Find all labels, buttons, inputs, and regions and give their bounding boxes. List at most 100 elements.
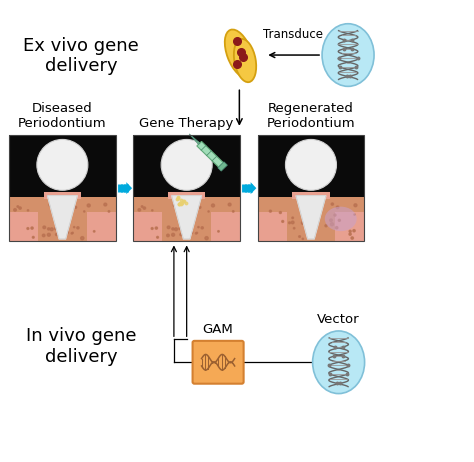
Polygon shape: [197, 141, 223, 167]
Circle shape: [353, 230, 355, 232]
Circle shape: [83, 211, 85, 212]
Circle shape: [167, 226, 170, 229]
Circle shape: [198, 226, 199, 228]
Circle shape: [93, 231, 95, 232]
Circle shape: [173, 204, 176, 207]
Circle shape: [138, 208, 141, 211]
Text: In vivo gene
delivery: In vivo gene delivery: [26, 327, 137, 365]
Circle shape: [43, 226, 46, 229]
Circle shape: [180, 233, 182, 236]
Circle shape: [77, 227, 79, 229]
Circle shape: [167, 234, 169, 237]
Circle shape: [282, 220, 283, 222]
Text: Regenerated
Periodontium: Regenerated Periodontium: [267, 102, 356, 130]
Circle shape: [336, 226, 338, 229]
Circle shape: [331, 203, 334, 205]
Circle shape: [302, 238, 303, 239]
Circle shape: [310, 213, 312, 216]
Bar: [9, 197, 116, 241]
Circle shape: [32, 237, 34, 238]
Text: Ex vivo gene
delivery: Ex vivo gene delivery: [23, 36, 139, 75]
Circle shape: [351, 237, 354, 239]
Circle shape: [293, 227, 295, 229]
Circle shape: [307, 225, 310, 227]
Circle shape: [152, 210, 153, 211]
Bar: [292, 192, 329, 199]
Circle shape: [301, 222, 304, 225]
Circle shape: [338, 219, 340, 221]
Ellipse shape: [225, 30, 254, 78]
Circle shape: [156, 237, 158, 238]
Circle shape: [190, 231, 193, 234]
Circle shape: [205, 237, 208, 240]
Circle shape: [19, 207, 21, 209]
Circle shape: [87, 204, 90, 207]
Bar: [168, 192, 205, 199]
Text: GAM: GAM: [203, 322, 234, 335]
Circle shape: [228, 203, 231, 206]
Bar: [258, 197, 364, 241]
Circle shape: [303, 215, 305, 218]
Circle shape: [174, 228, 177, 231]
Ellipse shape: [322, 24, 374, 86]
Circle shape: [14, 208, 17, 211]
Circle shape: [55, 233, 58, 236]
Polygon shape: [172, 196, 201, 239]
Bar: [134, 135, 240, 197]
Circle shape: [172, 233, 174, 236]
Circle shape: [330, 219, 332, 222]
Polygon shape: [218, 162, 228, 171]
Circle shape: [279, 212, 282, 213]
Polygon shape: [251, 182, 256, 194]
Bar: [258, 135, 364, 241]
Text: Diseased
Periodontium: Diseased Periodontium: [18, 102, 107, 130]
Circle shape: [336, 206, 339, 208]
Circle shape: [308, 208, 309, 210]
Circle shape: [201, 227, 203, 229]
Circle shape: [47, 228, 50, 230]
Bar: [9, 135, 116, 197]
Polygon shape: [127, 182, 132, 194]
Ellipse shape: [37, 140, 88, 190]
Bar: [211, 212, 240, 241]
Bar: [258, 212, 286, 241]
Circle shape: [232, 211, 234, 212]
Circle shape: [349, 230, 351, 232]
Bar: [336, 212, 364, 241]
Circle shape: [31, 227, 33, 229]
Circle shape: [50, 228, 53, 231]
Bar: [134, 212, 162, 241]
Circle shape: [55, 227, 57, 230]
Circle shape: [334, 214, 336, 216]
Ellipse shape: [161, 140, 212, 190]
Circle shape: [354, 204, 357, 207]
Circle shape: [330, 223, 334, 226]
FancyBboxPatch shape: [192, 341, 244, 384]
Circle shape: [218, 231, 219, 232]
Circle shape: [143, 207, 146, 209]
Circle shape: [325, 225, 327, 227]
Circle shape: [72, 232, 73, 233]
Bar: [258, 135, 364, 197]
Circle shape: [17, 206, 18, 207]
Circle shape: [155, 227, 157, 229]
Circle shape: [151, 228, 153, 230]
Circle shape: [47, 233, 50, 236]
Ellipse shape: [325, 207, 357, 231]
Circle shape: [299, 236, 301, 237]
Circle shape: [211, 204, 215, 207]
Ellipse shape: [234, 39, 256, 82]
Circle shape: [292, 217, 293, 219]
Circle shape: [196, 232, 198, 233]
Circle shape: [63, 217, 64, 219]
Polygon shape: [189, 134, 200, 144]
Bar: [9, 135, 116, 241]
Circle shape: [104, 203, 107, 206]
Circle shape: [57, 210, 59, 212]
Circle shape: [269, 210, 272, 212]
Circle shape: [195, 233, 197, 234]
Text: Transduce: Transduce: [263, 28, 323, 41]
Circle shape: [195, 206, 197, 207]
Bar: [134, 197, 240, 241]
Circle shape: [182, 210, 183, 212]
